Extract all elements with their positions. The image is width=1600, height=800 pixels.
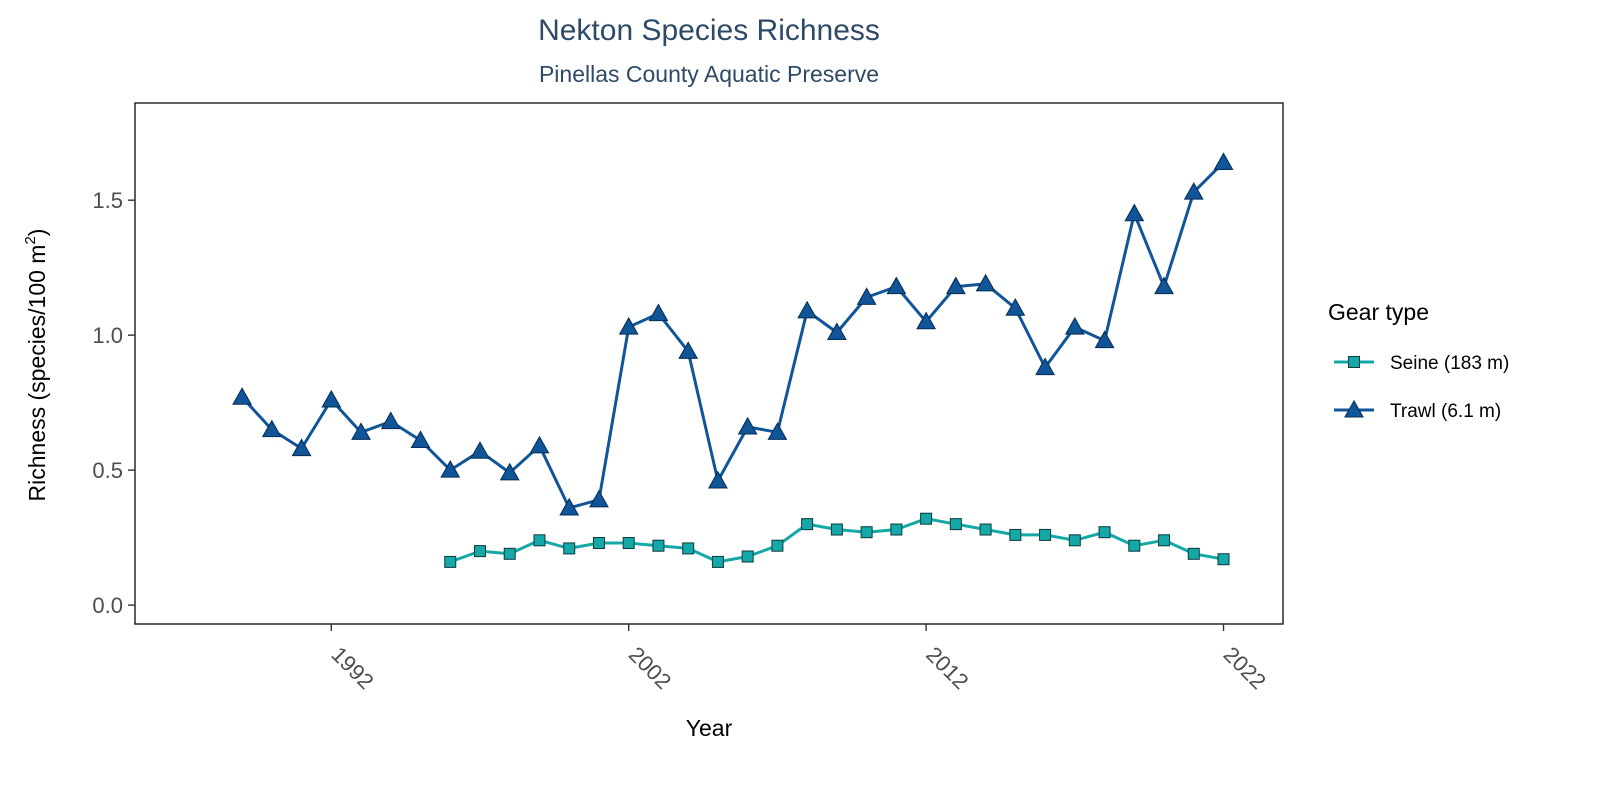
- x-tick-label: 1992: [326, 642, 378, 694]
- data-point: [410, 430, 431, 448]
- data-point: [920, 512, 933, 525]
- data-point: [826, 322, 847, 341]
- data-point: [682, 542, 695, 555]
- chart-subtitle: Pinellas County Aquatic Preserve: [539, 61, 879, 87]
- legend-item: Seine (183 m): [1334, 353, 1509, 374]
- data-point: [856, 287, 877, 305]
- data-point: [945, 276, 966, 295]
- data-point: [949, 518, 962, 531]
- legend-swatch-marker: [1344, 399, 1364, 418]
- data-point: [1009, 528, 1022, 541]
- data-point: [1213, 152, 1234, 170]
- data-point: [380, 411, 401, 430]
- x-tick-label: 2012: [921, 642, 973, 694]
- data-point: [1098, 526, 1111, 539]
- data-point: [1124, 203, 1145, 222]
- data-point: [533, 534, 546, 547]
- data-point: [529, 435, 550, 454]
- data-point: [1217, 553, 1230, 566]
- data-point: [767, 422, 788, 440]
- data-point: [1039, 528, 1052, 541]
- data-point: [975, 273, 996, 292]
- chart-title: Nekton Species Richness: [538, 14, 880, 47]
- y-tick-label: 1.5: [92, 188, 123, 213]
- data-point: [741, 550, 754, 563]
- data-point: [499, 462, 520, 481]
- data-point: [559, 497, 580, 516]
- data-point: [886, 276, 907, 295]
- data-point: [1035, 357, 1056, 376]
- data-point: [291, 438, 312, 457]
- data-point: [473, 545, 486, 558]
- data-point: [1094, 330, 1115, 349]
- series-line: [240, 161, 1225, 510]
- data-point: [444, 555, 457, 568]
- x-tick-label: 2022: [1219, 642, 1271, 694]
- y-axis: 0.0 0.5 1.0 1.5: [92, 188, 135, 618]
- data-point: [737, 416, 758, 435]
- series-layer: [232, 152, 1234, 568]
- legend-swatch-marker: [1348, 356, 1360, 368]
- data-point: [563, 542, 576, 555]
- data-point: [321, 389, 342, 408]
- legend-title: Gear type: [1328, 299, 1429, 325]
- data-point: [707, 470, 728, 489]
- legend-item: Trawl (6.1 m): [1334, 399, 1501, 422]
- data-point: [1183, 181, 1204, 200]
- series-seine: [444, 512, 1230, 568]
- data-point: [622, 537, 635, 550]
- legend: Gear type Seine (183 m) Trawl (6.1 m): [1328, 299, 1509, 422]
- y-tick-label: 0.0: [92, 593, 123, 618]
- data-point: [440, 460, 461, 478]
- y-tick-label: 1.0: [92, 323, 123, 348]
- data-point: [916, 311, 937, 330]
- data-point: [711, 555, 724, 568]
- x-tick-label: 2002: [624, 642, 676, 694]
- data-point: [1005, 298, 1026, 316]
- data-point: [1187, 547, 1200, 560]
- data-point: [648, 303, 669, 322]
- legend-label: Trawl (6.1 m): [1390, 401, 1501, 422]
- series-trawl: [232, 152, 1234, 516]
- data-point: [979, 523, 992, 536]
- legend-label: Seine (183 m): [1390, 353, 1509, 374]
- data-point: [890, 523, 903, 536]
- data-point: [232, 387, 253, 405]
- data-point: [860, 526, 873, 539]
- y-axis-title: Richness (species/100 m2): [22, 229, 50, 502]
- x-axis-title: Year: [686, 715, 733, 741]
- data-point: [1154, 276, 1174, 295]
- data-point: [470, 441, 490, 459]
- data-point: [771, 539, 784, 552]
- data-point: [1158, 534, 1171, 547]
- plot-panel-border: [134, 102, 1284, 625]
- data-point: [589, 489, 609, 508]
- data-point: [830, 523, 843, 536]
- data-point: [797, 300, 818, 319]
- data-point: [503, 547, 516, 560]
- data-point: [1068, 534, 1081, 547]
- data-point: [618, 316, 639, 335]
- y-tick-label: 0.5: [92, 458, 123, 483]
- x-axis: 1992 2002 2012 2022: [326, 624, 1271, 694]
- data-point: [801, 518, 814, 531]
- data-point: [351, 422, 371, 440]
- data-point: [1064, 316, 1085, 335]
- data-point: [652, 539, 665, 552]
- data-point: [261, 419, 282, 438]
- data-point: [678, 341, 699, 359]
- data-point: [1128, 539, 1141, 552]
- data-point: [592, 537, 605, 550]
